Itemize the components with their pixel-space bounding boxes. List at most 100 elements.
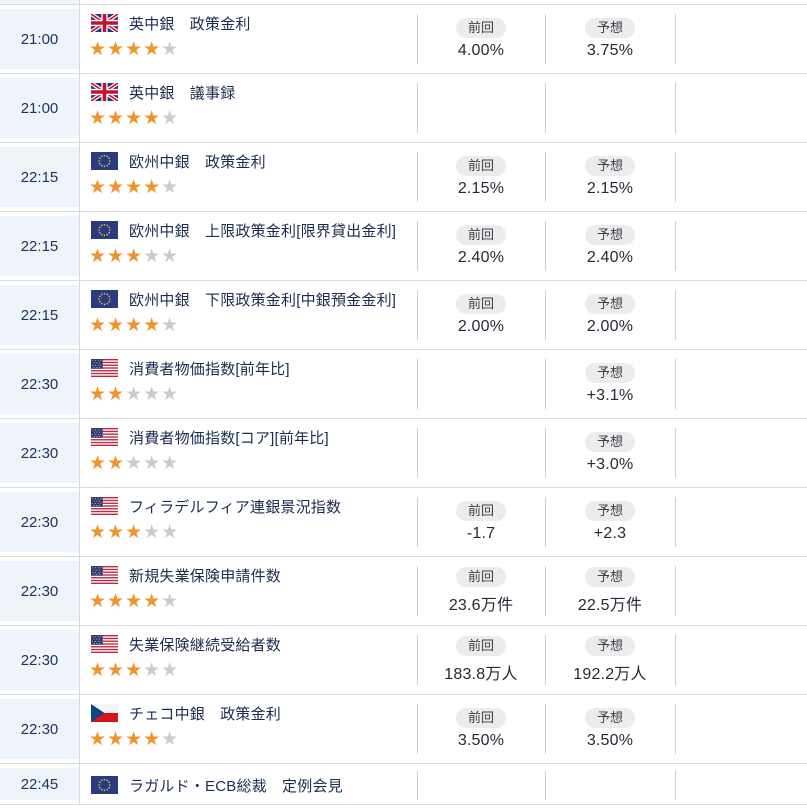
stars-filled: ★★★★ xyxy=(89,591,162,612)
previous-value: 3.50% xyxy=(457,732,505,749)
forecast-badge: 予想 xyxy=(584,156,635,176)
result-cell xyxy=(675,5,807,73)
event-time: 22:30 xyxy=(20,444,59,462)
result-cell xyxy=(675,143,807,211)
stars-empty: ★ xyxy=(161,591,180,612)
event-time: 22:30 xyxy=(20,375,59,393)
stars-empty: ★ xyxy=(161,177,180,198)
forecast-value: 2.40% xyxy=(586,249,634,266)
forecast-cell: 予想 +3.0% xyxy=(545,419,675,487)
calendar-row: 22:30 失業保険継続受給者数 ★★★★★ 前回 183.8万人 xyxy=(0,626,807,695)
czech-flag-icon xyxy=(91,704,118,722)
event-title: 英中銀 政策金利 xyxy=(129,15,251,33)
calendar-row: 22:15 欧州中銀 下限政策金利[中銀預金金利] ★★★★★ 前回 2.00%… xyxy=(0,281,807,350)
forecast-badge: 予想 xyxy=(584,708,635,728)
importance-stars: ★★★★★ xyxy=(89,106,417,131)
importance-stars: ★★★★★ xyxy=(89,313,417,338)
stars-filled: ★★★★ xyxy=(89,315,162,336)
previous-cell: 前回 183.8万人 xyxy=(417,626,545,694)
event-time: 21:00 xyxy=(20,30,59,48)
event-cell: 欧州中銀 下限政策金利[中銀預金金利] ★★★★★ xyxy=(80,281,417,349)
time-cell: 22:30 xyxy=(0,557,80,625)
previous-badge: 前回 xyxy=(455,708,506,728)
calendar-row: 22:30 チェコ中銀 政策金利 ★★★★★ 前回 3.50% 予想 3.50% xyxy=(0,695,807,764)
result-cell xyxy=(675,764,807,804)
result-cell xyxy=(675,212,807,280)
previous-cell xyxy=(417,764,545,804)
event-cell: 英中銀 政策金利 ★★★★★ xyxy=(80,5,417,73)
forecast-badge: 予想 xyxy=(584,567,635,587)
forecast-cell: 予想 2.40% xyxy=(545,212,675,280)
stars-filled: ★★★ xyxy=(89,246,144,267)
event-title: 消費者物価指数[前年比] xyxy=(129,360,290,378)
event-cell: 消費者物価指数[前年比] ★★★★★ xyxy=(80,350,417,418)
previous-cell: 前回 -1.7 xyxy=(417,488,545,556)
stars-empty: ★★ xyxy=(143,246,180,267)
previous-cell: 前回 2.00% xyxy=(417,281,545,349)
calendar-row: 21:00 英中銀 政策金利 ★★★★★ 前回 4.00% 予想 3.75% xyxy=(0,5,807,74)
us-flag-icon xyxy=(91,497,118,515)
event-title: 欧州中銀 下限政策金利[中銀預金金利] xyxy=(129,291,397,309)
calendar-row: 22:30 フィラデルフィア連銀景況指数 ★★★★★ 前回 -1.7 xyxy=(0,488,807,557)
time-cell: 22:15 xyxy=(0,143,80,211)
previous-badge: 前回 xyxy=(455,501,506,521)
event-title: フィラデルフィア連銀景況指数 xyxy=(129,498,342,516)
stars-empty: ★★ xyxy=(143,522,180,543)
uk-flag-icon xyxy=(91,83,118,101)
event-title: 欧州中銀 上限政策金利[限界貸出金利] xyxy=(129,222,397,240)
previous-value: 23.6万件 xyxy=(448,597,514,614)
forecast-cell: 予想 22.5万件 xyxy=(545,557,675,625)
clipped-row-top xyxy=(0,0,807,5)
previous-cell xyxy=(417,74,545,142)
stars-filled: ★★★★ xyxy=(89,108,162,129)
calendar-row: 22:30 消費者物価指数[コア][前年比] ★★★★★ xyxy=(0,419,807,488)
forecast-cell: 予想 3.50% xyxy=(545,695,675,763)
forecast-cell xyxy=(545,74,675,142)
previous-value: 4.00% xyxy=(457,42,505,59)
importance-stars: ★★★★★ xyxy=(89,382,417,407)
event-time: 22:15 xyxy=(20,306,59,324)
calendar-row: 22:30 新規失業保険申請件数 ★★★★★ 前回 23.6万件 xyxy=(0,557,807,626)
eu-flag-icon xyxy=(91,290,118,308)
event-cell: 失業保険継続受給者数 ★★★★★ xyxy=(80,626,417,694)
event-time: 22:15 xyxy=(20,237,59,255)
previous-value: -1.7 xyxy=(466,525,496,542)
uk-flag-icon xyxy=(91,14,118,32)
calendar-row: 22:15 欧州中銀 政策金利 ★★★★★ 前回 2.15% 予想 2.15% xyxy=(0,143,807,212)
us-flag-icon xyxy=(91,428,118,446)
forecast-cell: 予想 2.15% xyxy=(545,143,675,211)
importance-stars: ★★★★★ xyxy=(89,520,417,545)
time-cell xyxy=(0,0,80,4)
forecast-badge: 予想 xyxy=(584,432,635,452)
time-cell: 22:30 xyxy=(0,626,80,694)
forecast-value: 22.5万件 xyxy=(577,597,643,614)
forecast-value: 2.00% xyxy=(586,318,634,335)
previous-cell xyxy=(417,419,545,487)
event-title: 失業保険継続受給者数 xyxy=(129,636,282,654)
event-time: 22:30 xyxy=(20,513,59,531)
result-cell xyxy=(675,350,807,418)
event-title: チェコ中銀 政策金利 xyxy=(129,705,282,723)
event-time: 21:00 xyxy=(20,99,59,117)
previous-badge: 前回 xyxy=(455,18,506,38)
us-flag-icon xyxy=(91,359,118,377)
event-cell: 英中銀 議事録 ★★★★★ xyxy=(80,74,417,142)
stars-filled: ★★★ xyxy=(89,522,144,543)
result-cell xyxy=(675,74,807,142)
result-cell xyxy=(675,419,807,487)
eu-flag-icon xyxy=(91,776,118,794)
eu-flag-icon xyxy=(91,152,118,170)
forecast-cell: 予想 3.75% xyxy=(545,5,675,73)
event-cell: 欧州中銀 政策金利 ★★★★★ xyxy=(80,143,417,211)
result-cell xyxy=(675,695,807,763)
forecast-value: +3.1% xyxy=(586,387,634,404)
stars-empty: ★★★ xyxy=(125,453,180,474)
event-title: ラガルド・ECB総裁 定例会見 xyxy=(129,777,343,795)
event-time: 22:30 xyxy=(20,720,59,738)
event-cell: チェコ中銀 政策金利 ★★★★★ xyxy=(80,695,417,763)
previous-cell: 前回 2.15% xyxy=(417,143,545,211)
importance-stars: ★★★★★ xyxy=(89,727,417,752)
forecast-value: 2.15% xyxy=(586,180,634,197)
previous-cell: 前回 4.00% xyxy=(417,5,545,73)
previous-badge: 前回 xyxy=(455,225,506,245)
